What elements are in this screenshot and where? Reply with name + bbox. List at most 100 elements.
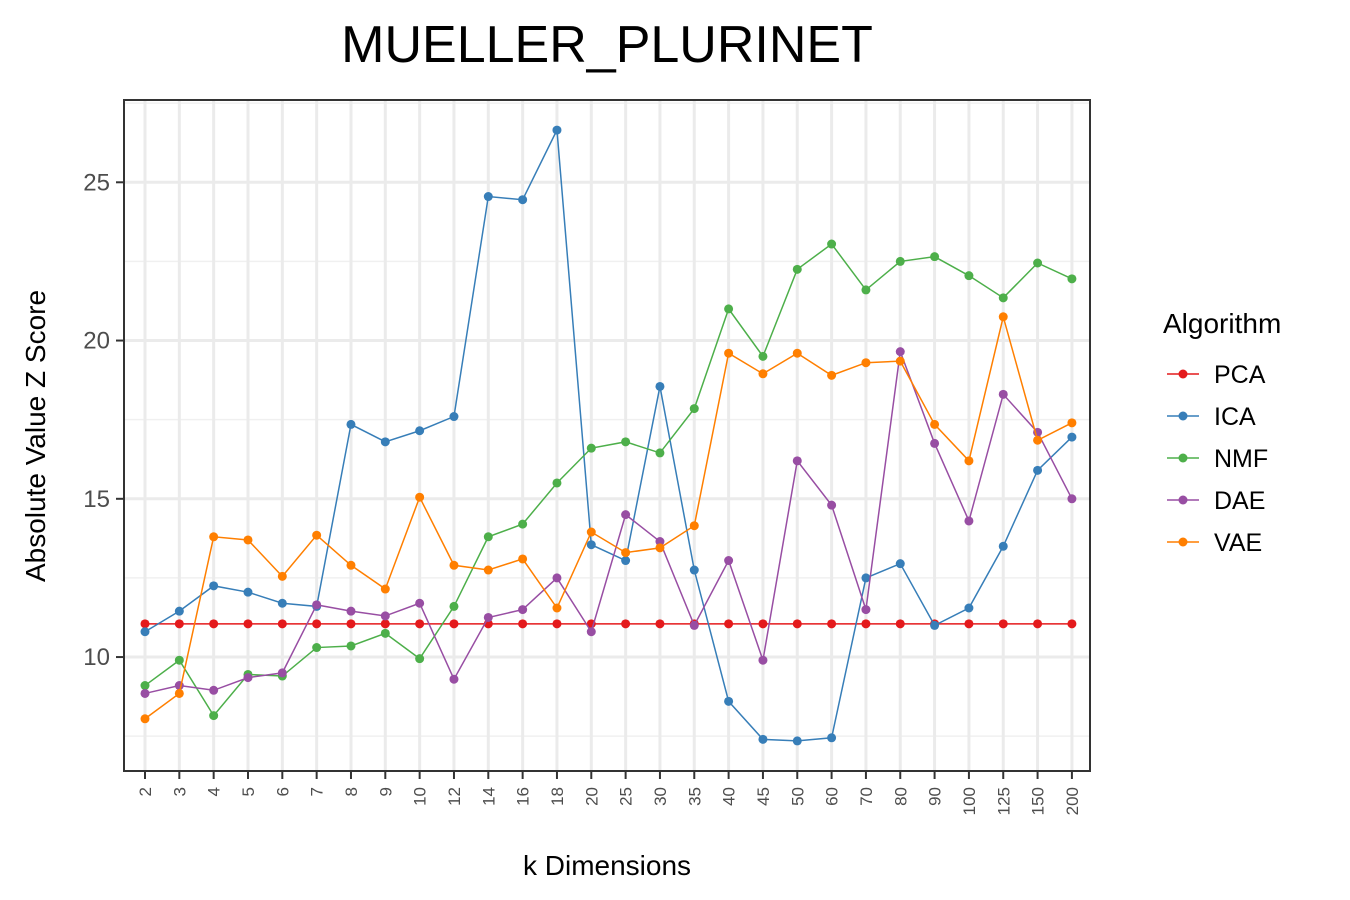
data-point-ica: [140, 627, 150, 637]
data-point-vae: [312, 530, 322, 540]
x-tick-label: 12: [445, 787, 464, 806]
data-point-dae: [346, 606, 356, 616]
data-point-pca: [964, 619, 974, 629]
data-point-nmf: [552, 478, 562, 488]
y-tick-label: 15: [83, 486, 110, 513]
data-point-pca: [861, 619, 871, 629]
data-point-dae: [552, 573, 562, 583]
data-point-pca: [827, 619, 837, 629]
x-tick-label: 4: [205, 787, 224, 796]
x-tick-label: 20: [582, 787, 601, 806]
data-point-ica: [827, 733, 837, 743]
data-point-ica: [209, 581, 219, 591]
data-point-vae: [930, 419, 940, 429]
data-point-pca: [758, 619, 768, 629]
series-pca: [140, 619, 1077, 629]
data-point-vae: [483, 565, 493, 575]
data-point-vae: [964, 456, 974, 466]
series-line-dae: [144, 351, 1073, 695]
x-tick-label: 60: [823, 787, 842, 806]
data-point-ica: [586, 540, 596, 550]
data-point-vae: [277, 571, 287, 581]
data-point-dae: [518, 605, 528, 615]
data-point-vae: [724, 348, 734, 358]
x-tick-label: 40: [720, 787, 739, 806]
data-point-pca: [621, 619, 631, 629]
data-point-pca: [415, 619, 425, 629]
data-point-vae: [861, 358, 871, 368]
data-point-ica: [415, 426, 425, 436]
data-point-vae: [415, 492, 425, 502]
y-tick-label: 25: [83, 169, 110, 196]
data-point-nmf: [209, 711, 219, 721]
legend-key-point: [1178, 537, 1188, 547]
grid-lines: [124, 100, 1090, 771]
data-point-ica: [689, 565, 699, 575]
data-point-pca: [518, 619, 528, 629]
legend-key-point: [1178, 411, 1188, 421]
data-point-vae: [1067, 418, 1077, 428]
series-line-nmf: [144, 242, 1073, 717]
x-tick-label: 9: [376, 787, 395, 796]
data-point-nmf: [827, 239, 837, 249]
x-axis: 2 3 4 5 6 7 8 9 10 12 14 16 18 20 25 30 35 40 45 50 60 70 80 90…: [136, 771, 1082, 815]
data-point-dae: [964, 516, 974, 526]
data-point-ica: [277, 598, 287, 608]
data-point-dae: [792, 456, 802, 466]
legend-key-point: [1178, 453, 1188, 463]
x-tick-label: 125: [994, 787, 1013, 815]
data-point-pca: [346, 619, 356, 629]
data-point-pca: [209, 619, 219, 629]
data-point-ica: [792, 736, 802, 746]
data-point-pca: [998, 619, 1008, 629]
x-tick-label: 8: [342, 787, 361, 796]
x-tick-label: 90: [926, 787, 945, 806]
data-point-dae: [380, 611, 390, 621]
data-point-vae: [758, 369, 768, 379]
data-point-dae: [483, 612, 493, 622]
data-point-ica: [380, 437, 390, 447]
data-point-nmf: [1067, 274, 1077, 284]
y-axis: 10 15 20 25: [83, 169, 124, 671]
data-point-vae: [140, 714, 150, 724]
x-tick-label: 2: [136, 787, 155, 796]
data-point-ica: [724, 696, 734, 706]
chart-title: MUELLER_PLURINET: [341, 16, 873, 74]
x-tick-label: 7: [308, 787, 327, 796]
legend-label: VAE: [1214, 529, 1262, 557]
data-point-nmf: [140, 681, 150, 691]
data-point-pca: [449, 619, 459, 629]
data-point-vae: [895, 356, 905, 366]
data-point-nmf: [758, 351, 768, 361]
data-point-dae: [243, 673, 253, 683]
x-tick-label: 100: [960, 787, 979, 815]
data-point-nmf: [518, 519, 528, 529]
data-point-pca: [792, 619, 802, 629]
data-point-vae: [552, 603, 562, 613]
data-point-vae: [380, 584, 390, 594]
legend-label: ICA: [1214, 403, 1256, 431]
data-point-nmf: [724, 304, 734, 314]
y-tick-label: 20: [83, 328, 110, 355]
legend-key-point: [1178, 495, 1188, 505]
x-tick-label: 10: [411, 787, 430, 806]
legend-key-point: [1178, 369, 1188, 379]
series-layer: [140, 125, 1077, 746]
data-point-ica: [998, 541, 1008, 551]
data-point-dae: [621, 510, 631, 520]
data-point-ica: [930, 620, 940, 630]
data-point-vae: [998, 312, 1008, 322]
data-point-nmf: [689, 404, 699, 414]
data-point-dae: [998, 389, 1008, 399]
data-point-vae: [174, 688, 184, 698]
legend: Algorithm PCA ICA NMF DAE VAE: [1163, 308, 1281, 557]
plot-panel-border: [123, 99, 1091, 772]
data-point-dae: [415, 598, 425, 608]
data-point-pca: [380, 619, 390, 629]
data-point-dae: [689, 620, 699, 630]
x-tick-label: 25: [617, 787, 636, 806]
data-point-dae: [895, 347, 905, 357]
data-point-nmf: [586, 443, 596, 453]
data-point-pca: [243, 619, 253, 629]
data-point-vae: [792, 348, 802, 358]
